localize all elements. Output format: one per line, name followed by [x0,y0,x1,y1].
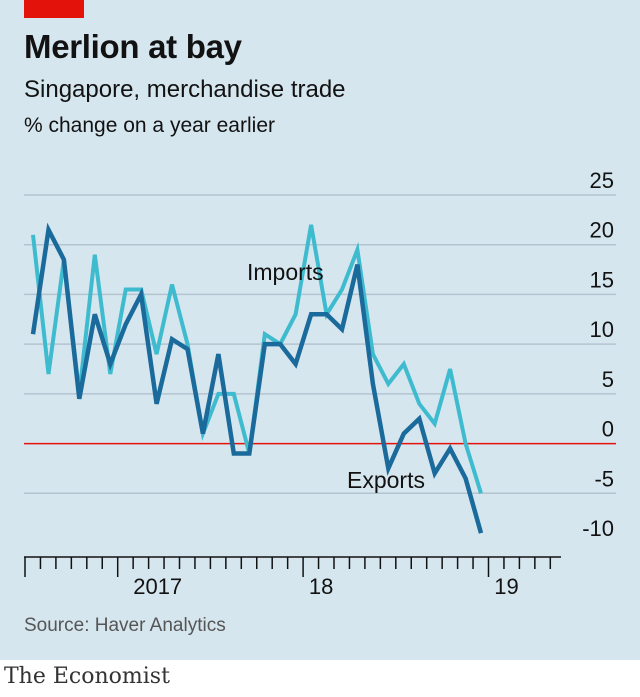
y-tick-label: 15 [590,267,614,292]
chart-title: Merlion at bay [24,28,242,65]
series-line-exports [30,222,484,534]
y-tick-label: -5 [594,466,614,491]
x-tick-label: 19 [494,574,518,599]
brand-logo: The Economist [4,664,170,689]
chart-unit: % change on a year earlier [24,114,275,137]
y-tick-label: 20 [590,218,614,243]
y-tick-label: -10 [582,516,614,541]
x-axis: 2017 18 19 [24,556,561,599]
footer-bar: The Economist [0,660,640,697]
label-imports: Imports [247,259,324,285]
chart-subtitle: Singapore, merchandise trade [24,76,346,103]
y-tick-label: 25 [590,168,614,193]
y-tick-label: 5 [602,367,614,392]
line-chart: 25 20 15 10 5 0 -5 -10 2017 18 19 Imports Exports [24,168,616,599]
label-exports: Exports [347,467,425,493]
x-tick-label: 2017 [133,574,182,599]
chart-figure: Merlion at bay Singapore, merchandise tr… [0,0,640,660]
series-lines [30,222,484,534]
y-tick-label: 10 [590,317,614,342]
y-axis-labels: 25 20 15 10 5 0 -5 -10 [582,168,614,541]
gridlines [24,194,616,495]
y-tick-label: 0 [602,417,614,442]
series-labels: Imports Exports [247,259,425,493]
brand-tag [24,0,84,18]
x-tick-label: 18 [309,574,333,599]
source-note: Source: Haver Analytics [24,615,226,636]
